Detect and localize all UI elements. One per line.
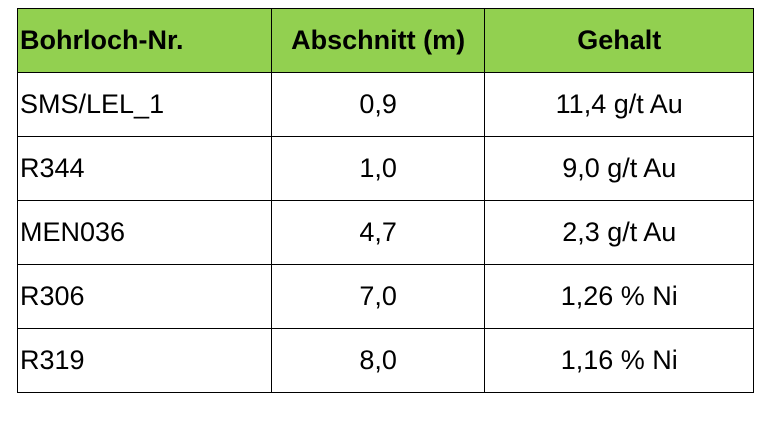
header-cell: Abschnitt (m) bbox=[270, 8, 486, 73]
table-row: SMS/LEL_1 0,9 11,4 g/t Au bbox=[17, 72, 754, 137]
table-cell: 2,3 g/t Au bbox=[484, 200, 754, 265]
table-row: R344 1,0 9,0 g/t Au bbox=[17, 136, 754, 201]
header-cell: Bohrloch-Nr. bbox=[17, 8, 272, 73]
table-cell: 1,16 % Ni bbox=[484, 328, 754, 393]
data-table: Bohrloch-Nr. Abschnitt (m) Gehalt SMS/LEL_… bbox=[17, 8, 754, 393]
table-cell: 0,9 bbox=[270, 72, 486, 137]
header-cell: Gehalt bbox=[484, 8, 754, 73]
table-cell: 9,0 g/t Au bbox=[484, 136, 754, 201]
header-row: Bohrloch-Nr. Abschnitt (m) Gehalt bbox=[17, 8, 754, 73]
table-cell: 8,0 bbox=[270, 328, 486, 393]
table-row: R306 7,0 1,26 % Ni bbox=[17, 264, 754, 329]
table-cell: 1,0 bbox=[270, 136, 486, 201]
table-cell: 1,26 % Ni bbox=[484, 264, 754, 329]
table-cell: SMS/LEL_1 bbox=[17, 72, 272, 137]
table-body: SMS/LEL_1 0,9 11,4 g/t Au R344 1,0 9,0 g/t Au… bbox=[17, 72, 754, 393]
table-row: R319 8,0 1,16 % Ni bbox=[17, 328, 754, 393]
table-cell: 11,4 g/t Au bbox=[484, 72, 754, 137]
table-cell: R319 bbox=[17, 328, 272, 393]
table-cell: MEN036 bbox=[17, 200, 272, 265]
table-cell: R344 bbox=[17, 136, 272, 201]
table-cell: 7,0 bbox=[270, 264, 486, 329]
table-row: MEN036 4,7 2,3 g/t Au bbox=[17, 200, 754, 265]
table-cell: R306 bbox=[17, 264, 272, 329]
table-cell: 4,7 bbox=[270, 200, 486, 265]
